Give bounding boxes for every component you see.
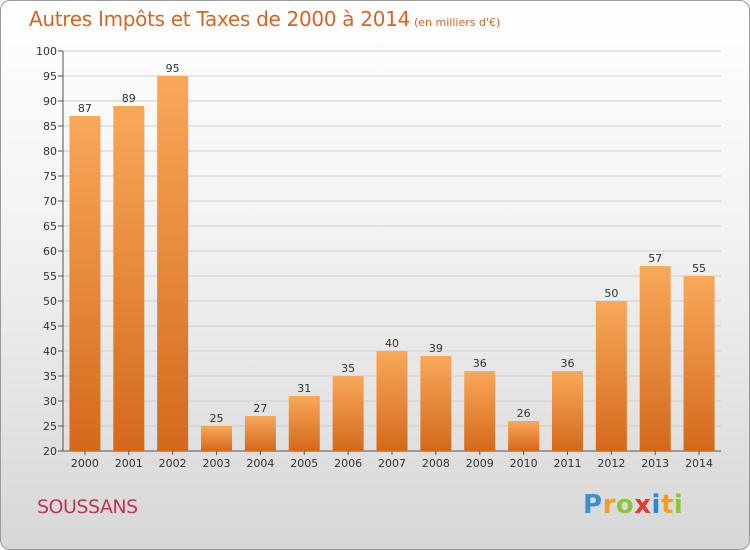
bar-2012 xyxy=(595,301,627,451)
commune-name: SOUSSANS xyxy=(37,496,138,518)
x-tick-label: 2011 xyxy=(553,457,581,470)
bar-2001 xyxy=(113,106,145,451)
y-tick-label: 70 xyxy=(43,195,57,208)
y-tick-label: 85 xyxy=(43,120,57,133)
chart-subtitle: (en milliers d'€) xyxy=(414,16,501,29)
x-tick-label: 2000 xyxy=(71,457,99,470)
bar-2006 xyxy=(332,376,364,451)
y-tick-label: 45 xyxy=(43,320,57,333)
bar-2009 xyxy=(464,371,496,451)
data-label-2004: 27 xyxy=(253,402,267,415)
x-tick-label: 2006 xyxy=(334,457,362,470)
data-label-2003: 25 xyxy=(210,412,224,425)
y-tick-label: 25 xyxy=(43,420,57,433)
y-tick-label: 95 xyxy=(43,70,57,83)
data-label-2006: 35 xyxy=(341,362,355,375)
y-tick-label: 50 xyxy=(43,295,57,308)
x-tick-label: 2008 xyxy=(422,457,450,470)
logo-letter: x xyxy=(634,490,652,520)
bars xyxy=(69,76,715,451)
logo-letter: i xyxy=(651,490,661,520)
data-label-2005: 31 xyxy=(297,382,311,395)
y-tick-label: 75 xyxy=(43,170,57,183)
x-tick-label: 2010 xyxy=(510,457,538,470)
bar-2004 xyxy=(244,416,276,451)
logo-letter: t xyxy=(660,490,674,520)
bar-2005 xyxy=(288,396,320,451)
x-tick-label: 2005 xyxy=(290,457,318,470)
x-tick-label: 2007 xyxy=(378,457,406,470)
bar-2002 xyxy=(157,76,189,451)
x-tick-label: 2012 xyxy=(597,457,625,470)
x-tick-label: 2004 xyxy=(246,457,274,470)
data-label-2001: 89 xyxy=(122,92,136,105)
x-tick-label: 2003 xyxy=(203,457,231,470)
data-label-2000: 87 xyxy=(78,102,92,115)
bar-2011 xyxy=(551,371,583,451)
y-tick-label: 90 xyxy=(43,95,57,108)
data-labels: 87 89 95 25 27 31 35 40 39 36 26 36 50 57 55 xyxy=(78,62,706,425)
proxiti-logo[interactable]: Proxiti xyxy=(583,490,683,520)
bar-2010 xyxy=(508,421,540,451)
logo-letter: r xyxy=(602,490,616,520)
x-tick-label: 2013 xyxy=(641,457,669,470)
chart-title-text: Autres Impôts et Taxes de 2000 à 2014 xyxy=(29,7,410,31)
y-tick-label: 55 xyxy=(43,270,57,283)
logo-letter: i xyxy=(673,490,684,520)
y-tick-label: 30 xyxy=(43,395,57,408)
x-tick-label: 2002 xyxy=(159,457,187,470)
y-tick-label: 60 xyxy=(43,245,57,258)
bar-2008 xyxy=(420,356,452,451)
data-label-2012: 50 xyxy=(604,287,618,300)
data-label-2013: 57 xyxy=(648,252,662,265)
y-tick-label: 80 xyxy=(43,145,57,158)
data-label-2008: 39 xyxy=(429,342,443,355)
data-label-2011: 36 xyxy=(560,357,574,370)
bar-2000 xyxy=(69,116,101,451)
x-tick-label: 2001 xyxy=(115,457,143,470)
data-label-2007: 40 xyxy=(385,337,399,350)
x-tick-label: 2009 xyxy=(466,457,494,470)
logo-letter: o xyxy=(615,490,635,520)
data-label-2002: 95 xyxy=(166,62,180,75)
bar-2003 xyxy=(201,426,233,451)
bar-2007 xyxy=(376,351,408,451)
y-tick-label: 100 xyxy=(36,45,57,58)
y-tick-label: 65 xyxy=(43,220,57,233)
data-label-2014: 55 xyxy=(692,262,706,275)
logo-letter: P xyxy=(583,490,603,520)
y-tick-label: 35 xyxy=(43,370,57,383)
x-tick-labels: 2000 2001 2002 2003 2004 2005 2006 2007 2008 2009… xyxy=(71,457,713,470)
data-label-2010: 26 xyxy=(517,407,531,420)
bar-2013 xyxy=(639,266,671,451)
data-label-2009: 36 xyxy=(473,357,487,370)
y-tick-label: 20 xyxy=(43,445,57,458)
chart-title: Autres Impôts et Taxes de 2000 à 2014 (en… xyxy=(29,7,500,31)
y-tick-labels: 20 25 30 35 40 45 50 55 60 65 70 75 80 85 90 95 100 xyxy=(36,45,57,458)
bar-2014 xyxy=(683,276,715,451)
y-tick-label: 40 xyxy=(43,345,57,358)
x-tick-label: 2014 xyxy=(685,457,713,470)
